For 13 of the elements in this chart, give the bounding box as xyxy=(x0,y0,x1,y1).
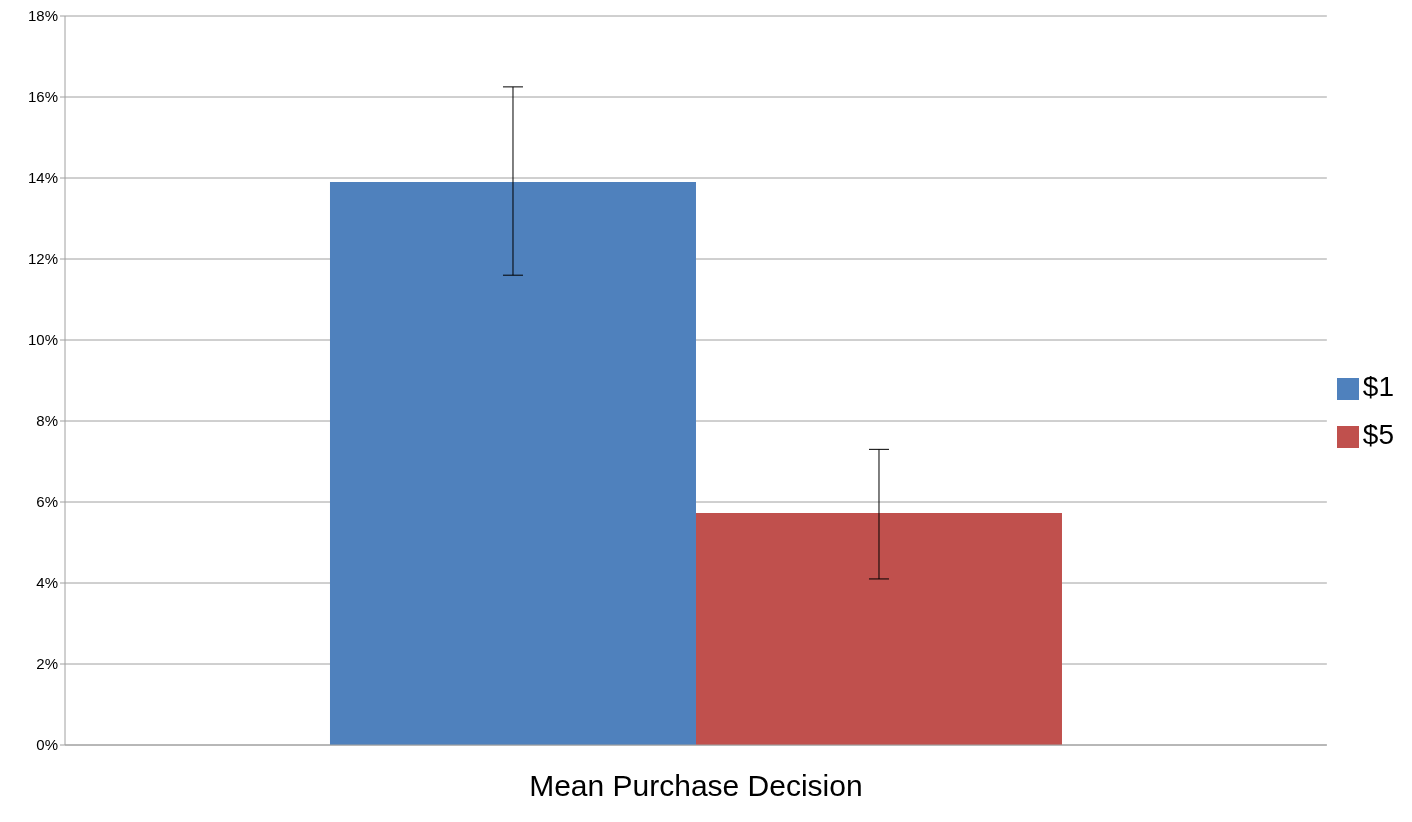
x-tick-label: Mean Purchase Decision xyxy=(529,769,863,803)
y-tick-label: 8% xyxy=(36,412,58,430)
y-tick-label: 2% xyxy=(36,655,58,673)
y-tick-label: 4% xyxy=(36,574,58,592)
y-tick-label: 16% xyxy=(27,88,58,106)
y-tick-label: 12% xyxy=(27,250,58,268)
y-tick-label: 6% xyxy=(36,493,58,511)
legend-label: $1 xyxy=(1362,371,1394,402)
y-tick-label: 18% xyxy=(27,7,58,25)
legend-label: $5 xyxy=(1362,419,1394,450)
y-tick-label: 14% xyxy=(27,169,58,187)
y-tick-label: 0% xyxy=(36,736,58,754)
y-tick-label: 10% xyxy=(27,331,58,349)
